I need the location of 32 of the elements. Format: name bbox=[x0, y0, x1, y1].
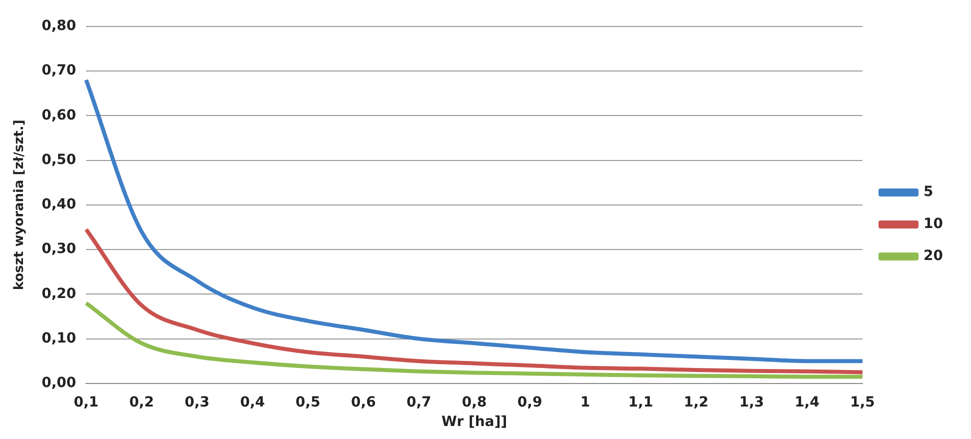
x-tick-label: 0,5 bbox=[296, 394, 320, 410]
line-series bbox=[84, 301, 865, 379]
line-series bbox=[84, 78, 865, 364]
x-tick-label: 1,5 bbox=[850, 394, 875, 410]
y-tick-label: 0,30 bbox=[42, 241, 76, 258]
x-axis-title: Wr [ha]] bbox=[442, 414, 508, 430]
x-tick-label: 1,1 bbox=[628, 394, 654, 410]
y-tick-label: 0,70 bbox=[42, 62, 76, 79]
x-tick-label: 1,4 bbox=[794, 394, 820, 410]
y-tick-label: 0,40 bbox=[42, 196, 76, 213]
legend-label: 10 bbox=[924, 216, 944, 232]
x-tick-label: 0,4 bbox=[240, 394, 266, 410]
line-series bbox=[84, 227, 865, 374]
y-tick-label: 0,50 bbox=[42, 152, 76, 168]
legend-label: 20 bbox=[924, 248, 944, 264]
x-tick-label: 0,1 bbox=[74, 394, 99, 410]
x-tick-label: 0,2 bbox=[129, 394, 154, 410]
x-tick-label: 0,3 bbox=[184, 394, 210, 410]
x-tick-label: 1,2 bbox=[684, 394, 709, 410]
y-axis-title: koszt wyorania [zł/szt.] bbox=[12, 120, 28, 290]
legend-label: 5 bbox=[924, 184, 934, 200]
x-tick-label: 1,3 bbox=[739, 394, 764, 410]
y-tick-label: 0,10 bbox=[42, 330, 76, 346]
y-tick-label: 0,60 bbox=[42, 107, 76, 124]
y-tick-label: 0,20 bbox=[42, 286, 76, 302]
y-tick-label: 0,80 bbox=[42, 18, 76, 34]
x-tick-label: 0,9 bbox=[517, 394, 542, 410]
x-tick-label: 0,8 bbox=[462, 394, 487, 410]
y-tick-label: 0,00 bbox=[42, 375, 76, 392]
x-tick-label: 1 bbox=[580, 394, 590, 410]
x-tick-label: 0,7 bbox=[406, 394, 432, 410]
x-tick-label: 0,6 bbox=[351, 394, 376, 410]
